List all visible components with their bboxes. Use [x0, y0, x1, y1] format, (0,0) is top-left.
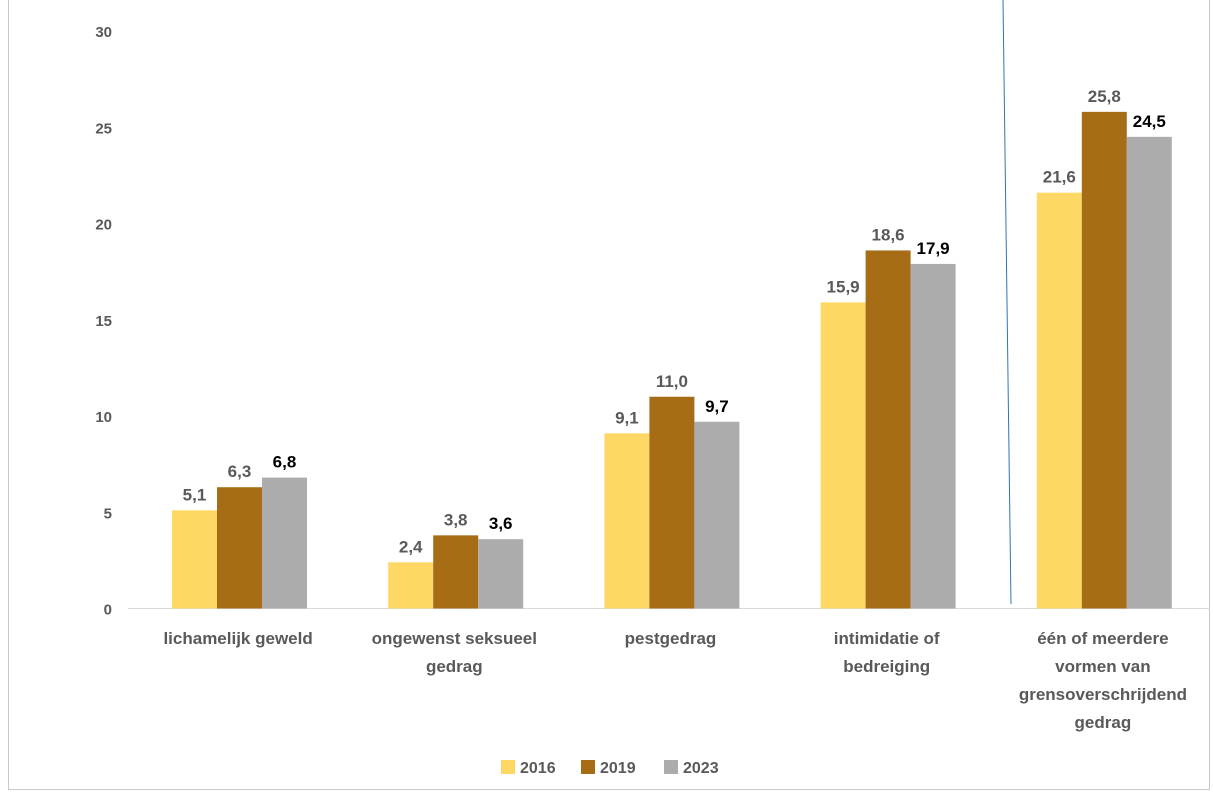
data-label: 3,8: [444, 510, 468, 529]
separator-line: [1002, 0, 1012, 605]
x-category-label: intimidatie of: [834, 629, 940, 648]
data-label: 9,1: [615, 408, 639, 427]
bar-2023-2: [694, 421, 740, 609]
bar-2016-3: [820, 302, 866, 609]
bar-2016-0: [172, 510, 217, 609]
bar-2019-2: [649, 396, 695, 609]
bar-2019-1: [433, 535, 479, 609]
y-tick-label: 15: [95, 313, 112, 330]
y-tick-label: 30: [95, 24, 112, 41]
y-tick-label: 5: [104, 505, 112, 522]
data-label: 5,1: [183, 485, 207, 504]
data-label: 6,3: [228, 462, 252, 481]
x-category-label: lichamelijk geweld: [163, 629, 312, 648]
data-label: 6,8: [273, 453, 297, 472]
bar-2023-4: [1126, 136, 1172, 609]
x-category-label: gedrag: [1075, 713, 1132, 732]
data-label: 25,8: [1088, 87, 1121, 106]
legend-swatch-2019: [581, 760, 595, 774]
bar-2016-1: [388, 562, 434, 609]
data-label: 2,4: [399, 537, 423, 556]
bar-2023-3: [910, 263, 956, 609]
x-category-label: één of meerdere: [1037, 629, 1168, 648]
bar-2023-0: [262, 477, 307, 609]
x-category-label: vormen van: [1055, 657, 1150, 676]
x-category-label: ongewenst seksueel: [372, 629, 537, 648]
chart-frame: [8, 0, 1210, 790]
data-label: 3,6: [489, 514, 513, 533]
legend-label-2016: 2016: [520, 760, 556, 777]
data-label: 21,6: [1043, 168, 1076, 187]
legend-swatch-2016: [501, 760, 515, 774]
data-label: 24,5: [1133, 112, 1166, 131]
data-label: 18,6: [872, 225, 905, 244]
x-category-label: gedrag: [426, 657, 483, 676]
data-label: 9,7: [705, 397, 729, 416]
x-category-label: bedreiging: [843, 657, 930, 676]
legend-label-2023: 2023: [683, 760, 719, 777]
legend-label-2019: 2019: [600, 760, 636, 777]
x-category-label: pestgedrag: [625, 629, 717, 648]
data-label: 11,0: [656, 372, 688, 391]
bar-2019-4: [1081, 111, 1127, 609]
bar-2023-1: [478, 539, 524, 609]
bar-2016-2: [604, 433, 650, 609]
bar-2016-4: [1036, 192, 1082, 609]
x-category-label: grensoverschrijdend: [1019, 685, 1187, 704]
y-tick-label: 20: [95, 217, 112, 234]
data-label: 17,9: [917, 239, 950, 258]
y-tick-label: 10: [95, 409, 112, 426]
legend-swatch-2023: [664, 760, 678, 774]
y-tick-label: 25: [95, 120, 112, 137]
bar-2019-0: [217, 487, 262, 609]
data-label: 15,9: [827, 277, 860, 296]
bar-2019-3: [865, 250, 911, 609]
y-tick-label: 0: [104, 602, 112, 619]
